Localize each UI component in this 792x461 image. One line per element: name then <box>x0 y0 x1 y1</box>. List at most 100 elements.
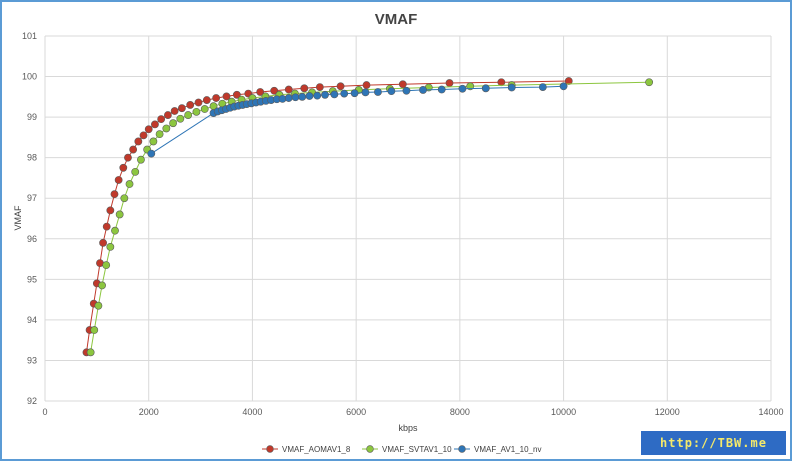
data-point <box>144 125 153 134</box>
y-tick-label: 92 <box>27 396 37 406</box>
x-tick-label: 14000 <box>758 407 783 417</box>
data-point <box>361 88 370 97</box>
data-point <box>270 86 279 95</box>
data-point <box>184 111 193 119</box>
data-point <box>124 153 132 162</box>
data-point <box>110 190 119 199</box>
data-point <box>387 87 396 96</box>
data-point <box>362 81 371 89</box>
data-point <box>336 82 345 91</box>
data-point <box>202 96 211 104</box>
data-point <box>398 80 407 89</box>
y-tick-label: 97 <box>27 193 37 203</box>
data-point <box>564 77 573 85</box>
data-point <box>94 301 103 310</box>
legend: VMAF_AOMAV1_8 VMAF_SVTAV1_10 VMAF_AV1_10_n… <box>262 445 541 454</box>
data-point <box>131 167 140 176</box>
data-point <box>330 90 339 99</box>
x-axis-label: kbps <box>398 423 418 433</box>
x-tick-label: 2000 <box>139 407 159 417</box>
series-VMAF_AV1_10_nv <box>147 82 568 158</box>
data-point <box>176 114 185 123</box>
legend-label: VMAF_AOMAV1_8 <box>282 445 351 454</box>
x-tick-label: 0 <box>42 407 47 417</box>
data-point <box>149 137 158 146</box>
data-point <box>300 84 309 93</box>
y-tick-label: 96 <box>27 234 37 244</box>
data-point <box>139 131 148 140</box>
data-point <box>458 84 467 93</box>
axes: 92 93 94 95 96 97 98 99 100 101 0 2000 4000 6000 8000 1… <box>22 31 784 417</box>
data-point <box>315 83 324 91</box>
legend-label: VMAF_AV1_10_nv <box>474 445 541 454</box>
data-point <box>178 104 186 113</box>
data-point <box>125 180 134 188</box>
data-point <box>419 86 427 94</box>
data-point <box>137 155 145 164</box>
data-point <box>212 94 221 102</box>
legend-swatch-marker <box>458 445 466 453</box>
data-point <box>298 92 307 101</box>
data-point <box>305 92 314 100</box>
data-point <box>445 79 454 87</box>
data-point <box>481 84 490 93</box>
legend-swatch-marker <box>266 445 274 453</box>
data-point <box>106 242 115 251</box>
legend-swatch-marker <box>366 445 374 453</box>
data-point <box>119 163 128 172</box>
data-point <box>162 124 171 133</box>
legend-label: VMAF_SVTAV1_10 <box>382 445 452 454</box>
data-point <box>90 326 99 334</box>
data-point <box>169 119 177 128</box>
data-point <box>157 115 166 124</box>
data-point <box>170 107 179 115</box>
data-point <box>120 194 129 203</box>
y-tick-label: 100 <box>22 72 37 82</box>
data-point <box>437 85 446 94</box>
y-axis-label: VMAF <box>13 205 23 231</box>
grid-lines <box>44 35 772 402</box>
data-point <box>321 90 329 99</box>
data-point <box>111 226 119 235</box>
y-tick-label: 98 <box>27 153 37 163</box>
data-point <box>256 88 265 96</box>
x-tick-label: 6000 <box>346 407 366 417</box>
data-point <box>200 105 209 113</box>
x-tick-label: 8000 <box>450 407 470 417</box>
x-tick-label: 10000 <box>551 407 576 417</box>
data-point <box>291 93 300 102</box>
data-point <box>115 210 124 219</box>
y-tick-label: 93 <box>27 355 37 365</box>
data-point <box>99 238 107 247</box>
data-point <box>497 78 506 87</box>
data-point <box>102 261 111 270</box>
data-point <box>98 281 106 290</box>
data-point <box>232 90 241 99</box>
data-point <box>222 92 231 101</box>
y-tick-label: 95 <box>27 274 37 284</box>
y-tick-label: 94 <box>27 315 37 325</box>
data-point <box>645 78 654 87</box>
data-point <box>86 348 95 357</box>
series-VMAF_SVTAV1_10 <box>86 78 654 357</box>
data-point <box>402 86 411 95</box>
data-point <box>106 206 115 215</box>
data-point <box>114 176 123 184</box>
data-point <box>102 222 111 231</box>
chart-title: VMAF <box>375 11 418 28</box>
data-point <box>164 111 172 119</box>
data-point <box>194 98 203 107</box>
data-point <box>507 83 516 92</box>
data-series <box>82 77 654 357</box>
y-tick-label: 99 <box>27 112 37 122</box>
data-point <box>147 149 156 158</box>
data-point <box>134 137 143 146</box>
data-point <box>129 145 138 154</box>
data-point <box>538 83 547 91</box>
data-point <box>186 101 195 109</box>
series-VMAF_AOMAV1_8 <box>82 77 573 357</box>
data-point <box>350 89 359 98</box>
x-tick-label: 4000 <box>242 407 262 417</box>
data-point <box>559 82 568 91</box>
